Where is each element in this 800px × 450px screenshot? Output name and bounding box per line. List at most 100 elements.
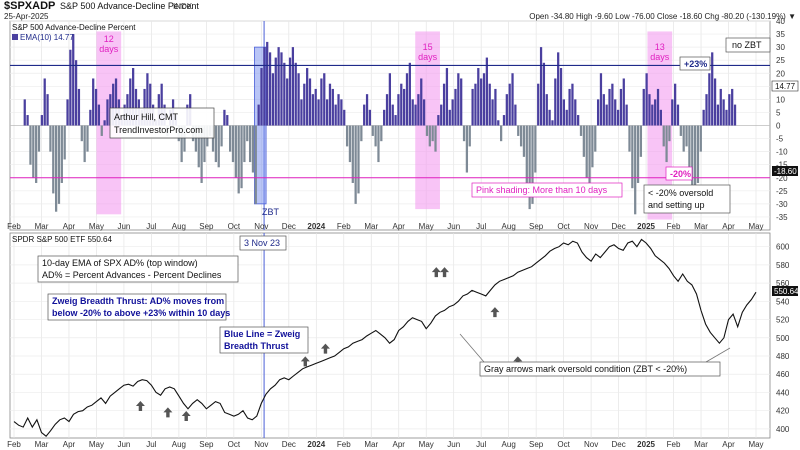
- ad-bar: [251, 125, 255, 173]
- bottom-y-tick-label: 500: [776, 334, 790, 343]
- top-x-tick-label: Feb: [337, 222, 351, 231]
- bottom-x-axis-labels: Feb Mar Apr May Jun Jul Aug Sep Oct Nov Dec 2024 Feb…: [7, 440, 763, 449]
- ad-bar: [713, 78, 717, 126]
- ad-bar: [542, 62, 546, 126]
- bottom-x-tick-label: Jul: [476, 440, 486, 449]
- ad-bar: [611, 83, 614, 126]
- ad-bar: [328, 83, 332, 126]
- ad-bar: [457, 73, 460, 126]
- bottom-panel: 600 580 560 540 520 500 480 460 440 420 400 SPDR S…: [9, 232, 799, 439]
- oversold-arrow: [163, 407, 173, 418]
- ad-bar: [625, 104, 628, 126]
- ad-bar: [571, 83, 574, 126]
- top-y-tick-label: 0: [776, 122, 781, 131]
- bottom-x-tick-label: Feb: [7, 440, 21, 449]
- top-x-tick-label: May: [748, 222, 763, 231]
- ad-bar: [397, 94, 400, 126]
- top-x-tick-label: Sep: [529, 222, 544, 231]
- top-y-tick-label: -15: [776, 161, 788, 170]
- ad-bar: [551, 120, 554, 126]
- ad-bar: [545, 94, 548, 126]
- ad-bar: [217, 125, 220, 168]
- oversold-arrow: [320, 343, 330, 354]
- ad-bar: [385, 94, 389, 126]
- ad-bar: [505, 94, 508, 126]
- bottom-y-tick-label: 400: [776, 425, 790, 434]
- ad-bar: [260, 68, 263, 126]
- bottom-x-tick-label: Oct: [557, 440, 570, 449]
- ad-bar: [480, 78, 483, 126]
- ad-bar: [74, 60, 78, 126]
- bottom-x-tick-label: May: [748, 440, 763, 449]
- top-x-tick-label: Mar: [35, 222, 49, 231]
- top-x-tick-label: Nov: [254, 222, 268, 231]
- ad-bar: [112, 83, 115, 126]
- ad-bar: [599, 73, 603, 126]
- ad-bar: [103, 120, 106, 126]
- ad-bar: [716, 104, 720, 126]
- ad-bar: [522, 125, 526, 157]
- ad-bar: [437, 115, 440, 126]
- ad-bar: [588, 125, 591, 194]
- top-x-tick-label: Dec: [282, 222, 296, 231]
- bottom-y-tick-label: 580: [776, 261, 790, 270]
- top-x-tick-label: Oct: [557, 222, 570, 231]
- ad-bar: [86, 125, 89, 152]
- ad-bar: [696, 125, 700, 183]
- ad-bar: [360, 125, 363, 142]
- etf-legend: SPDR S&P 500 ETF 550.64: [12, 235, 112, 244]
- shade-note-3: 13: [655, 42, 665, 52]
- close-value: -18.60: [774, 167, 797, 176]
- zweig-note-box: [47, 293, 227, 321]
- ad-bar: [417, 94, 420, 126]
- ad-bar: [337, 94, 340, 126]
- ad-bar: [702, 109, 705, 126]
- top-x-tick-label: Aug: [172, 222, 186, 231]
- close-value-tag: [772, 166, 798, 176]
- ad-bar: [37, 125, 41, 152]
- ad-bar: [345, 125, 349, 147]
- ad-bar: [286, 78, 289, 126]
- ad-bar: [29, 125, 32, 165]
- ad-bar: [143, 88, 146, 126]
- ad-bar: [499, 125, 503, 142]
- ad-bar: [271, 73, 275, 126]
- ad-bar: [211, 125, 215, 152]
- ad-bar: [679, 125, 682, 136]
- ad-bar: [491, 99, 494, 126]
- shade-note-1-days: days: [99, 44, 119, 54]
- top-x-tick-label: Apr: [63, 222, 76, 231]
- ad-bar: [614, 99, 617, 126]
- ad-bar: [231, 125, 235, 163]
- bottom-x-tick-label: Oct: [228, 440, 241, 449]
- ad-bar: [420, 78, 423, 126]
- ad-bar: [214, 125, 217, 163]
- ad-bar: [591, 125, 594, 168]
- ad-bar: [508, 83, 511, 126]
- top-y-tick-label: 10: [776, 95, 785, 104]
- bottom-x-tick-label: Mar: [694, 440, 708, 449]
- ad-bar: [562, 99, 566, 126]
- ad-bar: [565, 109, 568, 126]
- bottom-x-tick-label: Aug: [172, 440, 186, 449]
- ad-bar: [274, 57, 277, 126]
- ad-bar: [422, 99, 426, 126]
- ad-bar: [559, 68, 563, 126]
- oversold-note-line1: < -20% oversold: [648, 188, 713, 198]
- ad-bar: [49, 125, 52, 152]
- ad-bar: [685, 125, 688, 147]
- oversold-note-line2: and setting up: [648, 200, 705, 210]
- ad-bar: [691, 125, 694, 189]
- top-x-tick-label: Apr: [722, 222, 735, 231]
- ad-bar: [200, 125, 203, 183]
- top-x-axis-labels: Feb Mar Apr May Jun Jul Aug Sep Oct Nov Dec 2024 Feb…: [7, 222, 763, 231]
- top-x-tick-label: Feb: [667, 222, 681, 231]
- ad-bar: [733, 104, 737, 126]
- ad-bar: [676, 104, 680, 126]
- ad-bar: [665, 125, 668, 163]
- ad-bar: [705, 94, 708, 126]
- current-value: 14.77: [775, 82, 796, 91]
- ad-bar: [525, 125, 528, 189]
- ad-bar: [511, 73, 514, 126]
- bottom-x-tick-label: Jul: [146, 440, 156, 449]
